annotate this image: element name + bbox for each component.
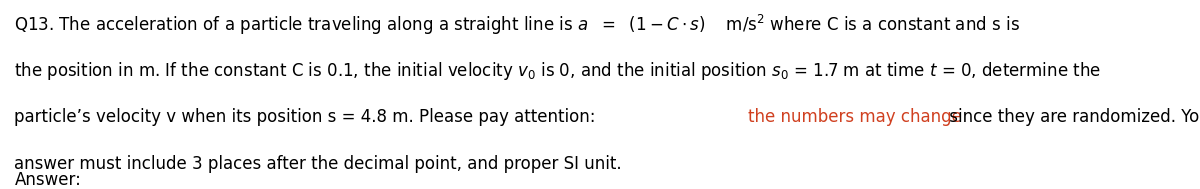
Text: Answer:: Answer:: [14, 171, 82, 189]
Text: the numbers may change: the numbers may change: [748, 108, 961, 126]
Text: Q13. The acceleration of a particle traveling along a straight line is $a$  $=$ : Q13. The acceleration of a particle trav…: [14, 13, 1020, 37]
Text: the position in m. If the constant C is 0.1, the initial velocity $v_0$ is 0, an: the position in m. If the constant C is …: [14, 60, 1102, 82]
Text: since they are randomized. Your: since they are randomized. Your: [943, 108, 1200, 126]
Text: particle’s velocity v when its position s = 4.8 m. Please pay attention:: particle’s velocity v when its position …: [14, 108, 601, 126]
Text: answer must include 3 places after the decimal point, and proper SI unit.: answer must include 3 places after the d…: [14, 155, 622, 173]
